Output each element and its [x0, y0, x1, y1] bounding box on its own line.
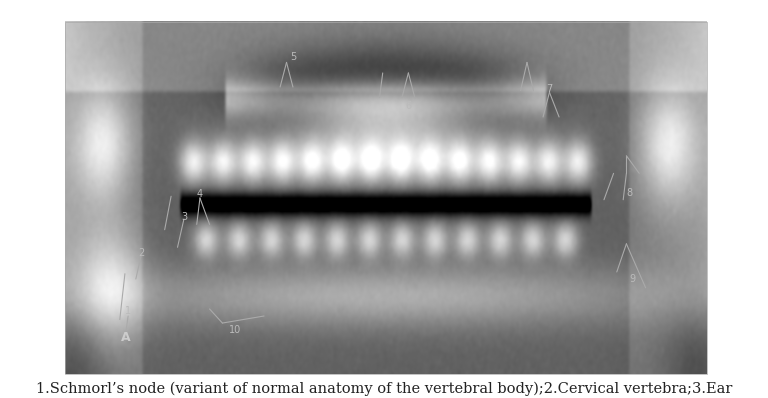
Text: 3: 3	[180, 213, 187, 222]
Text: 8: 8	[627, 188, 633, 198]
Text: 6: 6	[406, 101, 412, 111]
Text: 1.Schmorl’s node (variant of normal anatomy of the vertebral body);2.Cervical ve: 1.Schmorl’s node (variant of normal anat…	[36, 382, 732, 396]
Text: 10: 10	[229, 325, 241, 335]
Text: 9: 9	[630, 274, 636, 284]
Text: 7: 7	[546, 84, 552, 94]
Text: 2: 2	[137, 248, 144, 258]
Text: 4: 4	[197, 189, 203, 199]
Bar	[65, 22, 707, 374]
Text: 1: 1	[125, 306, 131, 316]
Text: A: A	[121, 331, 131, 343]
Text: 5: 5	[290, 52, 296, 62]
